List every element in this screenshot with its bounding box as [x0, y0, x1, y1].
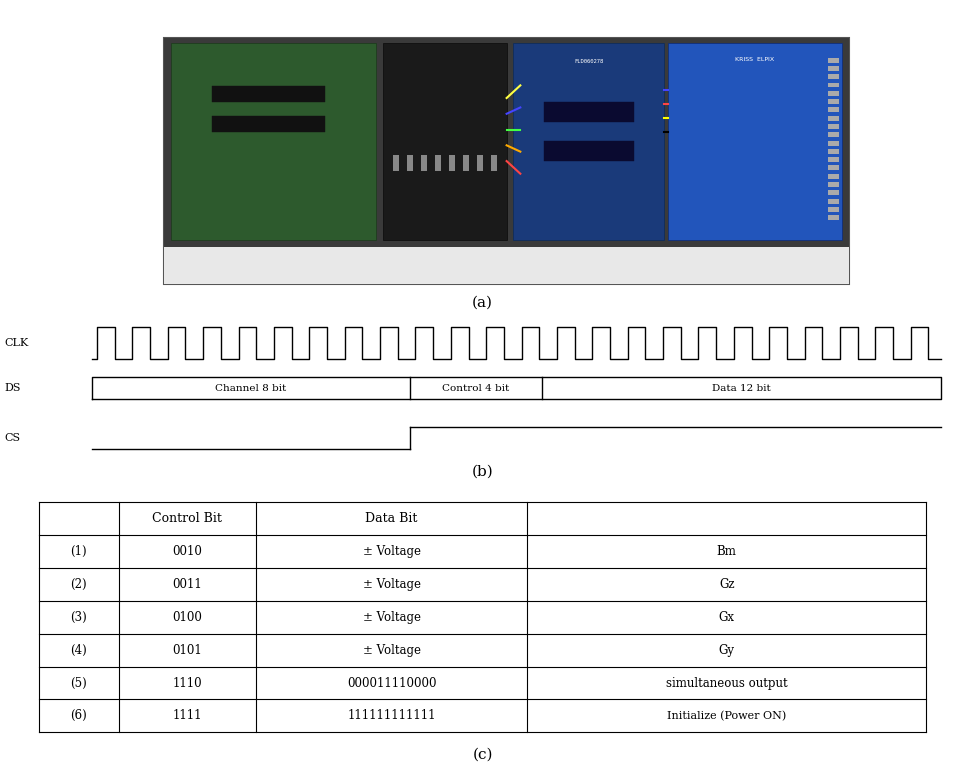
- Bar: [828, 132, 839, 138]
- Text: (5): (5): [70, 676, 87, 690]
- Bar: [478, 155, 483, 171]
- Bar: [828, 216, 839, 220]
- Bar: [463, 155, 469, 171]
- Text: (2): (2): [70, 578, 87, 591]
- Bar: [393, 155, 399, 171]
- Bar: [828, 182, 839, 187]
- Bar: [407, 155, 413, 171]
- Text: 111111111111: 111111111111: [347, 710, 436, 722]
- Text: (6): (6): [70, 710, 87, 722]
- Text: Gz: Gz: [719, 578, 734, 591]
- Bar: [828, 74, 839, 79]
- Text: Data 12 bit: Data 12 bit: [712, 383, 771, 393]
- Text: ± Voltage: ± Voltage: [363, 611, 421, 624]
- Text: Bm: Bm: [717, 545, 736, 558]
- Text: 0101: 0101: [173, 644, 203, 657]
- Bar: [828, 116, 839, 121]
- Bar: [828, 157, 839, 162]
- Text: 000011110000: 000011110000: [346, 676, 436, 690]
- Bar: [164, 38, 849, 284]
- Text: simultaneous output: simultaneous output: [666, 676, 787, 690]
- Bar: [828, 190, 839, 196]
- Bar: [828, 174, 839, 179]
- Bar: [828, 66, 839, 71]
- Text: (3): (3): [70, 611, 87, 624]
- Text: 0011: 0011: [173, 578, 203, 591]
- Bar: [171, 43, 376, 240]
- Text: (4): (4): [70, 644, 87, 657]
- Text: FLD060278: FLD060278: [574, 59, 603, 63]
- Text: (c): (c): [472, 747, 493, 761]
- Bar: [828, 83, 839, 87]
- Bar: [543, 141, 634, 161]
- Bar: [828, 165, 839, 170]
- Text: Gx: Gx: [719, 611, 734, 624]
- Text: ± Voltage: ± Voltage: [363, 545, 421, 558]
- Bar: [828, 124, 839, 129]
- Text: (a): (a): [472, 295, 493, 309]
- Text: KRISS  ELPIX: KRISS ELPIX: [735, 56, 775, 62]
- Text: 0100: 0100: [173, 611, 203, 624]
- Text: Control Bit: Control Bit: [152, 512, 222, 526]
- Bar: [828, 99, 839, 104]
- Text: ± Voltage: ± Voltage: [363, 644, 421, 657]
- Bar: [212, 116, 325, 131]
- Text: Channel 8 bit: Channel 8 bit: [215, 383, 287, 393]
- Bar: [212, 86, 325, 102]
- Text: ± Voltage: ± Voltage: [363, 578, 421, 591]
- Text: (b): (b): [472, 465, 493, 478]
- Bar: [828, 149, 839, 154]
- Text: Gy: Gy: [719, 644, 734, 657]
- Bar: [435, 155, 441, 171]
- Text: (1): (1): [70, 545, 87, 558]
- Bar: [668, 43, 842, 240]
- Bar: [449, 155, 455, 171]
- Bar: [828, 207, 839, 212]
- Text: 1111: 1111: [173, 710, 202, 722]
- Bar: [421, 155, 427, 171]
- Bar: [828, 199, 839, 203]
- Bar: [513, 43, 664, 240]
- Bar: [828, 141, 839, 145]
- Text: DS: DS: [5, 383, 21, 393]
- Text: CS: CS: [5, 433, 21, 443]
- Bar: [383, 43, 507, 240]
- Text: 0010: 0010: [173, 545, 203, 558]
- Bar: [828, 58, 839, 63]
- Bar: [543, 102, 634, 121]
- Text: Control 4 bit: Control 4 bit: [442, 383, 510, 393]
- Bar: [491, 155, 497, 171]
- Bar: [164, 38, 849, 247]
- Bar: [164, 247, 849, 284]
- Text: Initialize (Power ON): Initialize (Power ON): [667, 710, 786, 721]
- Text: CLK: CLK: [5, 339, 29, 349]
- Text: 1110: 1110: [173, 676, 202, 690]
- Bar: [828, 107, 839, 112]
- Text: Data Bit: Data Bit: [366, 512, 418, 526]
- Bar: [828, 90, 839, 96]
